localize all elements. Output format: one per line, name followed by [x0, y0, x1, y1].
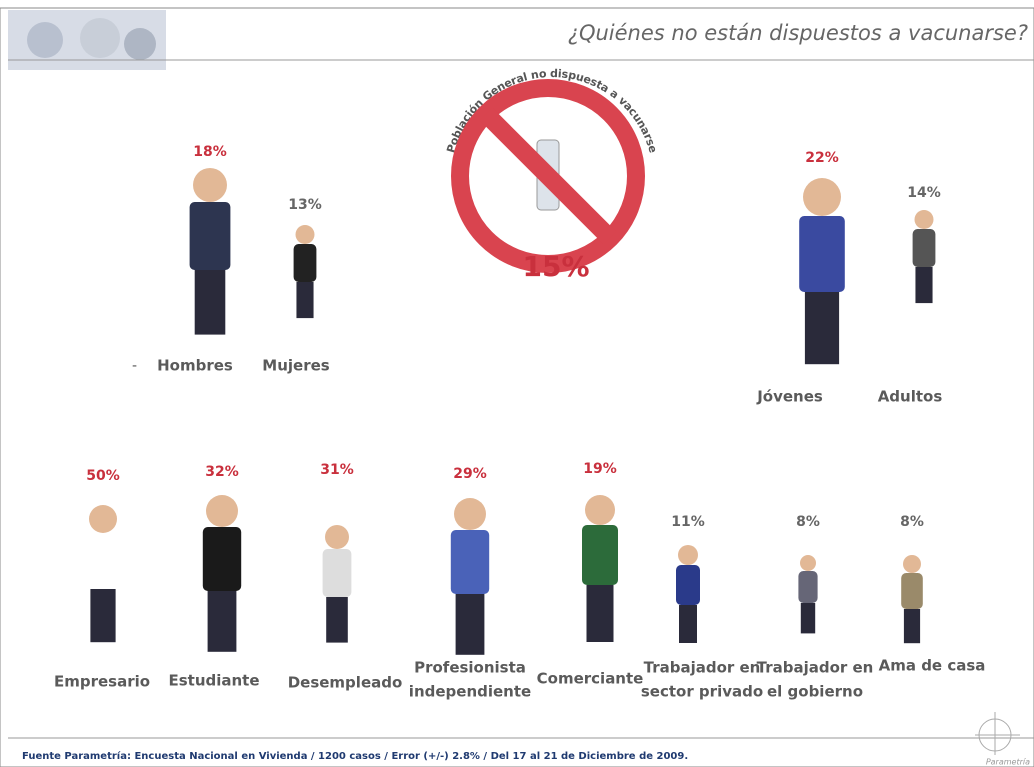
- percent: 11%: [671, 514, 705, 530]
- overall-percent: 15%: [522, 250, 589, 283]
- figure-head: [325, 525, 349, 549]
- figure-body: [203, 527, 241, 591]
- group-label: Comerciante: [537, 670, 644, 688]
- background: [0, 0, 1034, 767]
- percent: 31%: [320, 462, 354, 478]
- logo-text: Parametría: [986, 758, 1030, 767]
- figure: [451, 498, 489, 655]
- figure-legs: [326, 597, 348, 643]
- figure: [294, 225, 317, 318]
- percent: 50%: [86, 468, 120, 484]
- figure-legs: [679, 605, 697, 643]
- figure-head: [89, 505, 117, 533]
- group-label: Trabajador en: [644, 659, 761, 677]
- group-label: Mujeres: [262, 357, 329, 375]
- figure: [798, 555, 817, 633]
- group-label: Adultos: [878, 388, 943, 406]
- header-photo: [8, 10, 166, 70]
- footer-source: Fuente Parametría: Encuesta Nacional en …: [22, 750, 688, 762]
- group-label: Estudiante: [168, 672, 259, 690]
- figure-legs: [90, 589, 115, 642]
- figure-body: [913, 229, 936, 267]
- figure-legs: [904, 609, 920, 643]
- group-label: Hombres: [157, 357, 233, 375]
- group-label: Desempleado: [288, 674, 403, 692]
- figure-legs: [296, 282, 313, 318]
- figure: [86, 505, 120, 642]
- figure-legs: [456, 594, 485, 655]
- figure: [901, 555, 923, 643]
- figure-head: [206, 495, 238, 527]
- figure-body: [901, 573, 923, 609]
- percent: 19%: [583, 461, 617, 477]
- group-label: Trabajador en: [757, 659, 874, 677]
- figure-legs: [915, 267, 932, 303]
- figure-head: [803, 178, 841, 216]
- figure-body: [190, 202, 231, 270]
- figure-head: [296, 225, 315, 244]
- figure-body: [582, 525, 618, 585]
- figure: [323, 525, 352, 643]
- group-label: Empresario: [54, 673, 150, 691]
- group-label: Ama de casa: [879, 657, 986, 675]
- percent: 18%: [193, 144, 227, 160]
- figure: [913, 210, 936, 303]
- percent: 29%: [453, 466, 487, 482]
- figure-body: [799, 216, 845, 292]
- figure-head: [454, 498, 486, 530]
- figure: [582, 495, 618, 642]
- figure: [676, 545, 700, 643]
- percent: 13%: [288, 197, 322, 213]
- percent: 8%: [796, 514, 820, 530]
- figure: [203, 495, 241, 652]
- figure: [799, 178, 845, 364]
- figure-legs: [587, 585, 614, 642]
- figure-legs: [805, 292, 839, 364]
- figure-body: [676, 565, 700, 605]
- group-label: independiente: [409, 683, 531, 701]
- figure-legs: [801, 603, 815, 633]
- figure-body: [798, 571, 817, 603]
- figure-head: [903, 555, 921, 573]
- group-label: Jóvenes: [756, 388, 823, 406]
- group-label: el gobierno: [767, 683, 863, 701]
- figure-body: [451, 530, 489, 594]
- figure-head: [678, 545, 698, 565]
- figure-head: [915, 210, 934, 229]
- figure-body: [86, 533, 120, 589]
- figure-head: [585, 495, 615, 525]
- figure-body: [294, 244, 317, 282]
- percent: 8%: [900, 514, 924, 530]
- title: ¿Quiénes no están dispuestos a vacunarse…: [568, 21, 1028, 45]
- figure-legs: [195, 270, 226, 335]
- stray-mark: -: [132, 358, 137, 374]
- slide: ¿Quiénes no están dispuestos a vacunarse…: [0, 0, 1034, 767]
- figure-legs: [208, 591, 237, 652]
- group-label: Profesionista: [414, 659, 526, 677]
- percent: 32%: [205, 464, 239, 480]
- percent: 22%: [805, 150, 839, 166]
- figure-head: [193, 168, 227, 202]
- percent: 14%: [907, 185, 941, 201]
- figure-body: [323, 549, 352, 597]
- figure: [190, 168, 231, 335]
- figure-head: [800, 555, 816, 571]
- group-label: sector privado: [641, 683, 763, 701]
